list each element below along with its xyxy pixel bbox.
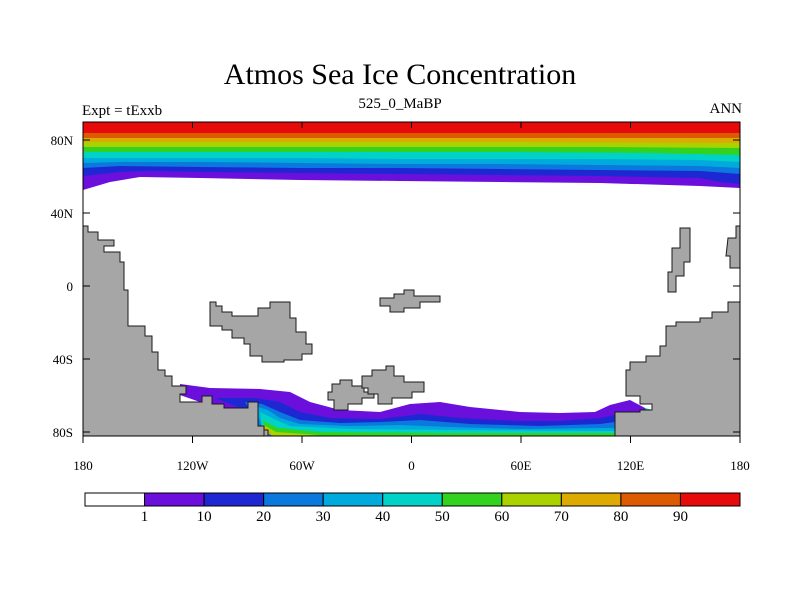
colorbar-label: 1 [140, 509, 149, 525]
colorbar-box [560, 492, 622, 507]
colorbar-box [441, 492, 503, 507]
lon-label: 60W [289, 458, 315, 473]
colorbar-box [144, 492, 205, 507]
colorbar-label: 30 [315, 509, 331, 525]
colorbar [84, 492, 741, 507]
lat-label: 80N [50, 133, 73, 148]
land-central-island-lower-b [361, 365, 425, 405]
north-ice-bands [83, 122, 740, 190]
lon-label: 120W [176, 458, 209, 473]
map-title: Atmos Sea Ice Concentration [223, 58, 577, 91]
land-eastern-island-b [725, 225, 741, 269]
colorbar-label: 70 [553, 509, 569, 525]
ice-band-30-40 [255, 406, 615, 436]
land-masses [82, 225, 741, 437]
lat-label: 0 [66, 279, 74, 294]
colorbar-label: 80 [613, 509, 629, 525]
ice-band-60-70 [262, 424, 320, 436]
lon-label: 180 [73, 458, 93, 473]
land-eastern-continent [614, 228, 741, 437]
lon-label: 120E [616, 458, 645, 473]
colorbar-box [84, 492, 146, 507]
colorbar-box [679, 492, 741, 507]
colorbar-box [263, 492, 324, 507]
colorbar-label: 40 [375, 509, 391, 525]
lat-label: 40N [50, 206, 73, 221]
ice-band-40-50 [260, 412, 615, 436]
lat-label: 80S [52, 425, 73, 440]
map-subtitle: 525_0_MaBP [358, 96, 442, 112]
colorbar-box [322, 492, 384, 507]
lat-ticks [83, 139, 740, 433]
colorbar-box [620, 492, 681, 507]
land-central-island-large [209, 301, 313, 363]
colorbar-box [203, 492, 265, 507]
colorbar-label: 60 [494, 509, 510, 525]
land-central-island-upper [379, 289, 441, 313]
colorbar-box [382, 492, 443, 507]
colorbar-label: 20 [256, 509, 272, 525]
land-southern-continent [263, 429, 269, 437]
season-label: ANN [709, 101, 743, 117]
lat-label: 40S [52, 352, 73, 367]
south-ice-bands [156, 384, 683, 436]
colorbar-box [501, 492, 562, 507]
lon-label: 0 [408, 458, 415, 473]
experiment-label: Expt = tExxb [82, 103, 163, 119]
colorbar-label: 50 [434, 509, 450, 525]
land-western-continent [82, 225, 265, 437]
lon-label: 180 [730, 458, 750, 473]
lon-label: 60E [510, 458, 532, 473]
land-eastern-island-a [667, 227, 691, 293]
colorbar-label: 10 [196, 509, 212, 525]
colorbar-label: 90 [672, 509, 688, 525]
lon-ticks [82, 122, 741, 443]
map-plot-area [82, 122, 741, 437]
